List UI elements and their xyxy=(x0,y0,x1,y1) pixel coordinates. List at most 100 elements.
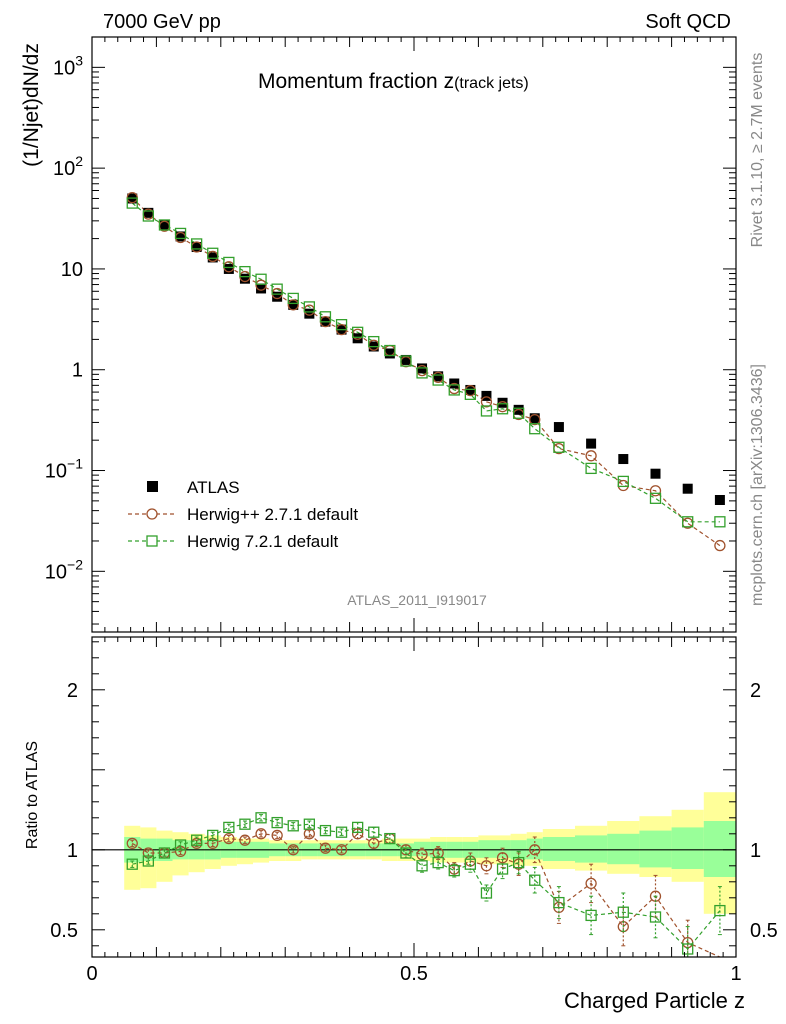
data-point-atlas xyxy=(618,454,629,465)
ratio-y-tick-label-right: 1 xyxy=(750,840,761,862)
legend-label: Herwig 7.2.1 default xyxy=(187,532,338,551)
data-point-herwig7 xyxy=(529,423,541,435)
data-point-atlas xyxy=(650,468,661,479)
y-tick-label-exp: −2 xyxy=(67,556,83,572)
data-point-atlas xyxy=(682,483,693,494)
data-point-herwig7 xyxy=(335,319,348,331)
plot-title-main: Momentum fraction z xyxy=(258,70,454,93)
data-point-herwig7 xyxy=(158,219,171,231)
data-point-herwig7 xyxy=(553,441,565,453)
data-point-atlas xyxy=(207,252,218,263)
ratio-y-label: Ratio to ATLAS xyxy=(24,741,41,849)
ratio-point-herwig7 xyxy=(190,834,203,846)
ratio-point-herwig7 xyxy=(239,818,251,830)
data-point-atlas xyxy=(586,438,597,449)
data-point-atlas xyxy=(159,220,170,231)
data-point-herwig7 xyxy=(239,265,251,278)
y-tick-label: 10 xyxy=(61,259,83,281)
data-point-herwig7 xyxy=(513,407,525,419)
legend-label: ATLAS xyxy=(187,478,240,497)
y-tick-label-base: 10 xyxy=(53,57,75,79)
data-point-atlas xyxy=(384,348,395,359)
data-point-atlas xyxy=(175,231,186,242)
ratio-point-herwig7 xyxy=(126,858,138,870)
ratio-point-herwig7 xyxy=(351,821,364,834)
data-point-herwig7 xyxy=(649,492,662,504)
ratio-point-herwig7 xyxy=(142,855,155,867)
ratio-point-herwigpp xyxy=(480,860,493,872)
y-tick-label: 10−1 xyxy=(45,456,83,483)
data-point-herwig7 xyxy=(126,197,138,209)
data-point-atlas xyxy=(352,333,363,344)
ratio-point-herwig7 xyxy=(368,826,380,838)
ratio-frame xyxy=(91,636,737,958)
y-tick-label-base: 10 xyxy=(45,461,67,483)
ratio-line xyxy=(132,817,721,950)
mcplots-label: mcplots.cern.ch [arXiv:1306.3436] xyxy=(749,364,766,606)
ratio-point-herwig7 xyxy=(303,818,316,830)
data-point-atlas xyxy=(433,371,444,382)
ratio-point-herwigpp xyxy=(239,834,251,846)
data-point-atlas xyxy=(223,263,234,274)
ratio-point-herwig7 xyxy=(158,847,171,859)
data-point-atlas xyxy=(497,397,508,408)
data-point-herwig7 xyxy=(351,326,364,338)
header-right: Soft QCD xyxy=(645,11,731,33)
ratio-point-herwig7 xyxy=(682,943,694,955)
ratio-point-herwig7 xyxy=(416,860,428,872)
data-point-herwig7 xyxy=(585,462,597,475)
data-point-atlas xyxy=(143,207,154,218)
band-inner xyxy=(671,827,704,869)
data-point-atlas xyxy=(256,283,267,294)
data-point-atlas xyxy=(529,413,540,424)
ratio-point-herwig7 xyxy=(319,824,332,837)
ratio-point-herwig7 xyxy=(384,832,396,845)
data-point-atlas xyxy=(481,390,492,401)
series-line-2 xyxy=(131,202,720,523)
band-inner xyxy=(575,835,608,863)
legend-marker-atlas xyxy=(147,481,158,492)
y-tick-label-exp: 2 xyxy=(75,153,83,169)
x-tick-label: 0.5 xyxy=(400,963,428,985)
band-inner xyxy=(478,840,495,858)
legend-marker-herwigpp xyxy=(146,508,158,520)
ratio-point-herwig7 xyxy=(714,904,726,917)
plot-title: Momentum fraction z(track jets) xyxy=(258,70,529,93)
data-point-herwig7 xyxy=(617,475,629,488)
ratio-point-herwig7 xyxy=(496,863,509,875)
y-tick-label-base: 10 xyxy=(45,561,67,583)
ratio-point-herwig7 xyxy=(287,820,299,832)
main-frame xyxy=(91,36,737,633)
ratio-y-tick-label: 1 xyxy=(67,840,78,862)
data-point-atlas xyxy=(272,291,283,302)
data-point-herwigpp xyxy=(714,539,726,552)
band-inner xyxy=(703,821,736,877)
data-point-herwigpp xyxy=(287,299,299,311)
ratio-series-1 xyxy=(126,812,726,958)
y-tick-label-exp: 3 xyxy=(75,52,83,68)
ratio-point-herwigpp xyxy=(223,832,235,845)
ratio-ticks: 0.5 0.5 1 1 2 2 0 0.5 1 xyxy=(50,637,778,985)
ratio-point-herwig7 xyxy=(400,847,412,859)
band-inner xyxy=(639,830,672,868)
ratio-point-herwig7 xyxy=(513,856,525,869)
x-axis-label: Charged Particle z xyxy=(564,988,745,1013)
band-inner xyxy=(607,833,640,865)
ratio-plot: 0.5 0.5 1 1 2 2 0 0.5 1 xyxy=(50,636,778,985)
data-point-herwig7 xyxy=(190,238,203,250)
data-point-herwig7 xyxy=(480,405,493,417)
data-point-herwig7 xyxy=(303,301,316,313)
ratio-y-tick-label-right: 2 xyxy=(750,680,761,702)
data-point-herwig7 xyxy=(174,227,187,240)
data-point-herwig7 xyxy=(142,210,155,222)
data-point-herwig7 xyxy=(255,273,267,285)
legend: ATLAS Herwig++ 2.7.1 default Herwig 7.2.1 … xyxy=(128,478,358,551)
data-point-herwig7 xyxy=(464,388,477,400)
legend-marker-herwig7 xyxy=(146,535,158,547)
ratio-point-herwigpp xyxy=(335,844,348,856)
legend-label: Herwig++ 2.7.1 default xyxy=(187,505,358,524)
ratio-point-herwig7 xyxy=(448,864,460,877)
data-point-herwig7 xyxy=(287,292,299,305)
